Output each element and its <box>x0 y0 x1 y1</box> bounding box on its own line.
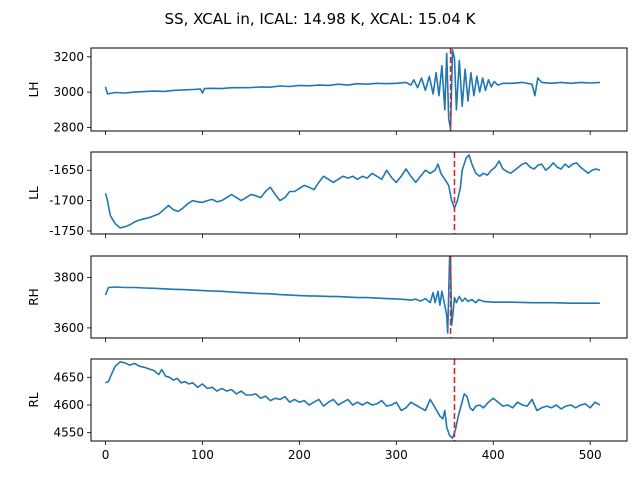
panel-rh: 3600 3800 RH <box>27 255 628 342</box>
axes-frame-ll <box>90 151 628 235</box>
y-axis-label-rh: RH <box>27 288 41 305</box>
axes-frame-rl <box>90 358 628 442</box>
y-axis-label-ll: LL <box>27 186 41 200</box>
y-tick-label: 4550 <box>53 426 84 440</box>
y-tick-label: 4650 <box>53 370 84 384</box>
y-axis-label-lh: LH <box>27 82 41 98</box>
y-tick-label: 3200 <box>53 50 84 64</box>
panel-lh: 2800 3000 3200 LH <box>27 47 628 135</box>
x-tick-label: 0 <box>102 448 110 462</box>
series-line-lh <box>104 49 600 130</box>
x-tick-label: 400 <box>482 448 505 462</box>
y-axis-label-rl: RL <box>27 392 41 407</box>
y-tick-label: 3800 <box>53 270 84 284</box>
y-tick-label: 3000 <box>53 85 84 99</box>
series-line-ll <box>104 154 601 229</box>
panel-rl: 4550 4600 4650 0 100 200 300 400 500 RL <box>27 358 628 462</box>
y-tick-label: 3600 <box>53 321 84 335</box>
y-tick-label: 2800 <box>53 120 84 134</box>
axes-frame-lh <box>90 47 628 132</box>
x-tick-label: 200 <box>288 448 311 462</box>
y-tick-label: 4600 <box>53 398 84 412</box>
series-line-rh <box>104 256 600 334</box>
x-tick-label: 300 <box>385 448 408 462</box>
y-tick-label: -1750 <box>49 224 84 238</box>
series-line-rl <box>105 361 601 439</box>
panel-ll: -1750 -1700 -1650 LL <box>27 151 628 238</box>
y-tick-label: -1650 <box>49 163 84 177</box>
x-tick-label: 100 <box>191 448 214 462</box>
chart-title: SS, XCAL in, ICAL: 14.98 K, XCAL: 15.04 … <box>165 10 477 28</box>
panels: 280030003200LH-1750-1700-1650LL36003800R… <box>27 47 628 462</box>
x-tick-label: 500 <box>579 448 602 462</box>
axes-frame-rh <box>90 255 628 339</box>
y-tick-label: -1700 <box>49 194 84 208</box>
